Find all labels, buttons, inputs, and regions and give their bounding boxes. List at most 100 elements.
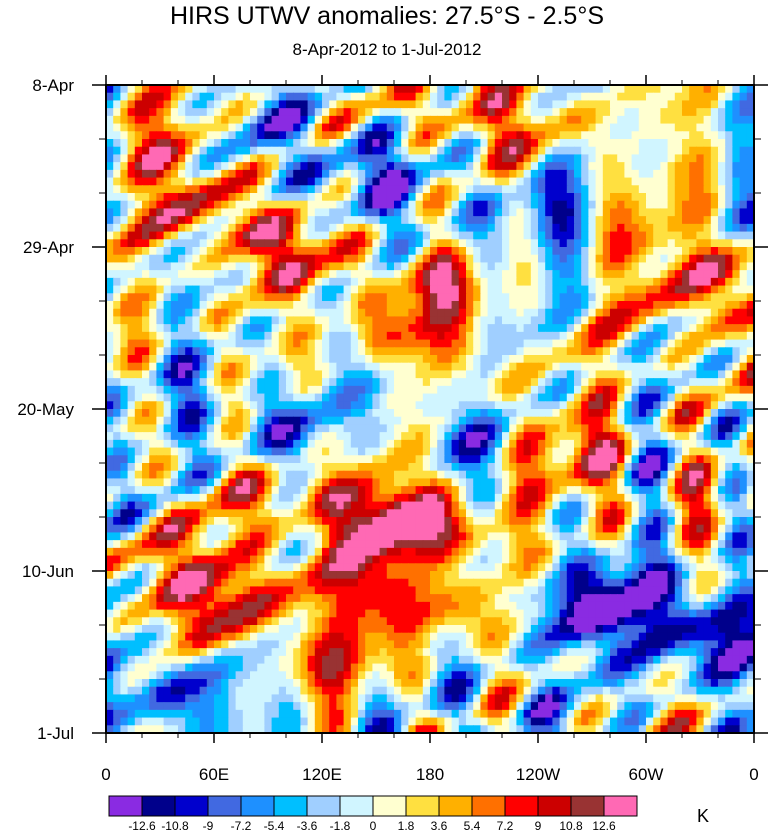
heat-cell [307,108,316,117]
heat-cell [358,146,366,156]
heat-cell [257,470,265,480]
heat-cell [386,185,395,194]
heat-cell [473,146,481,156]
heat-cell [300,432,309,441]
heat-cell [257,493,265,503]
heat-cell [523,470,532,480]
heat-cell [574,478,582,487]
heat-cell [314,123,323,132]
heat-cell [509,385,517,395]
heat-cell [653,478,661,487]
heat-cell [106,285,114,294]
heat-cell [394,270,402,279]
heat-cell [199,185,208,194]
heat-cell [430,347,438,356]
heat-cell [192,216,201,225]
heat-cell [746,139,754,148]
heat-cell [545,177,553,186]
heat-cell [235,455,244,464]
heat-cell [336,493,345,503]
heat-cell [458,177,467,186]
heat-cell [538,193,546,202]
heat-cell [725,200,733,210]
heat-cell [415,362,424,372]
heat-cell [314,293,323,302]
heat-cell [127,316,136,325]
heat-cell [106,169,114,179]
heat-cell [358,285,366,294]
heat-cell [602,409,611,418]
heat-cell [703,285,712,294]
heat-cell [199,308,208,318]
heat-cell [372,92,381,102]
heat-cell [379,223,388,233]
heat-cell [509,478,517,487]
heat-cell [156,324,165,333]
heat-cell [343,193,352,202]
heat-cell [451,231,460,240]
heat-cell [602,493,611,503]
heat-cell [430,308,438,318]
heat-cell [624,432,633,441]
heat-cell [739,339,748,348]
heat-cell [581,277,589,287]
heat-cell [458,385,467,395]
heat-cell [653,447,661,456]
heat-cell [430,200,438,210]
heat-cell [538,185,546,194]
heat-cell [595,185,604,194]
heat-cell [588,200,597,210]
heat-cell [336,432,345,441]
heat-cell [278,355,287,364]
heat-cell [437,185,445,194]
heat-cell [113,301,121,310]
heat-cell [394,439,402,449]
heat-cell [545,293,553,302]
heat-cell [646,385,654,395]
heat-cell [422,463,431,472]
heat-cell [257,339,265,348]
heat-cell [336,115,345,125]
heat-cell [278,362,287,372]
heat-cell [178,416,186,426]
heat-cell [314,139,323,148]
heat-cell [588,393,597,402]
heat-cell [552,424,561,433]
heat-cell [487,301,496,310]
heat-cell [638,223,647,233]
heat-cell [350,370,359,379]
heat-cell [617,432,625,441]
heat-cell [703,401,712,410]
heat-cell [466,92,474,102]
heat-cell [588,177,597,186]
heat-cell [430,285,438,294]
heat-cell [509,92,517,102]
heat-cell [574,355,582,364]
heat-cell [703,262,712,271]
heat-cell [509,331,517,341]
heat-cell [163,277,172,287]
heat-cell [156,301,165,310]
chart-subtitle: 8-Apr-2012 to 1-Jul-2012 [292,40,482,59]
heat-cell [538,308,546,318]
heat-cell [696,115,705,125]
heat-cell [559,247,568,256]
heat-cell [502,478,510,487]
heat-cell [235,123,244,132]
heat-cell [624,85,633,94]
heat-cell [178,223,186,233]
heat-cell [221,185,229,194]
heat-cell [689,347,697,356]
heat-cell [156,100,165,109]
heat-cell [235,501,244,510]
heat-cell [192,154,201,163]
heat-cell [127,100,136,109]
heat-cell [653,131,661,140]
heat-cell [646,301,654,310]
heat-cell [235,193,244,202]
heat-cell [516,277,525,287]
heat-cell [271,208,280,217]
heat-cell [307,231,316,240]
heat-cell [660,185,669,194]
heat-cell [559,154,568,163]
